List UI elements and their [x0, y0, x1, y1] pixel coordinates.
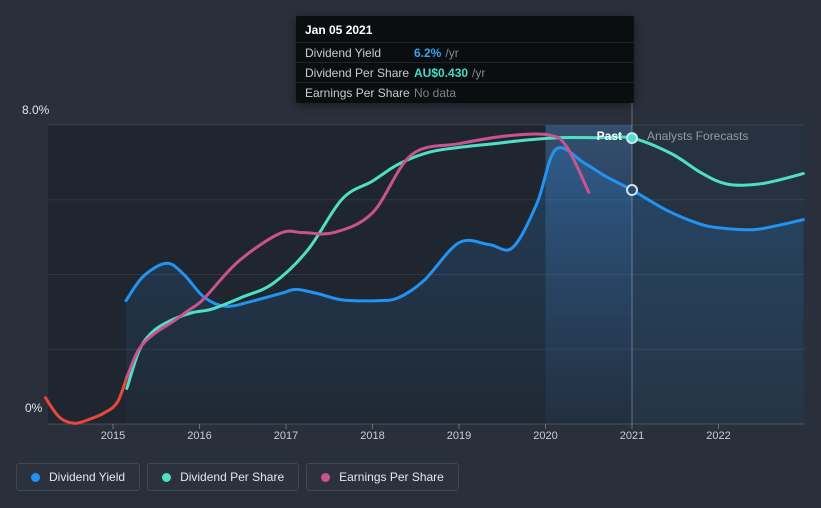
- legend-label: Dividend Per Share: [180, 470, 285, 484]
- dividend-per-share-marker: [626, 132, 638, 145]
- chart-tooltip: Jan 05 2021 Dividend Yield 6.2% /yr Divi…: [296, 16, 634, 103]
- x-axis-label-2020: 2020: [533, 430, 558, 442]
- dividend-per-share-line: [125, 135, 805, 390]
- tooltip-label: Dividend Yield: [305, 45, 382, 60]
- x-axis-label-2015: 2015: [100, 430, 126, 442]
- tooltip-row-dividend-per-share: Dividend Per Share AU$0.430 /yr: [296, 62, 634, 82]
- dividend-yield-marker: [626, 184, 638, 197]
- earnings-per-share-negative-line: [44, 375, 129, 425]
- legend: Dividend Yield Dividend Per Share Earnings…: [16, 463, 459, 491]
- tooltip-row-earnings-per-share: Earnings Per Share No data: [296, 82, 634, 102]
- legend-label: Earnings Per Share: [339, 470, 444, 484]
- x-axis-label-2019: 2019: [446, 430, 472, 442]
- y-axis-label-max: 8.0%: [22, 103, 50, 117]
- tooltip-value: No data: [414, 85, 457, 100]
- tooltip-value: 6.2%: [414, 45, 442, 60]
- legend-dot: [31, 472, 40, 482]
- tooltip-row-dividend-yield: Dividend Yield 6.2% /yr: [296, 42, 634, 62]
- tooltip-label: Earnings Per Share: [305, 85, 410, 100]
- tooltip-unit: /yr: [472, 65, 486, 80]
- tooltip-label: Dividend Per Share: [305, 65, 410, 80]
- past-label: Past: [596, 129, 622, 143]
- legend-label: Dividend Yield: [49, 470, 126, 484]
- legend-item-earnings-per-share[interactable]: Earnings Per Share: [306, 463, 459, 491]
- x-axis-label-2016: 2016: [187, 430, 212, 442]
- y-axis-label-min: 0%: [25, 401, 43, 415]
- x-axis-label-2022: 2022: [706, 430, 731, 442]
- dividend-yield-area: [126, 147, 804, 424]
- x-axis-label-2018: 2018: [360, 430, 385, 442]
- legend-item-dividend-yield[interactable]: Dividend Yield: [16, 463, 141, 491]
- analysts-forecasts-label: Analysts Forecasts: [647, 129, 749, 143]
- legend-dot: [321, 472, 331, 482]
- x-axis-label-2017: 2017: [273, 430, 299, 442]
- x-axis-label-2021: 2021: [619, 430, 645, 442]
- dividend-yield-line: [124, 146, 805, 308]
- tooltip-date: Jan 05 2021: [305, 23, 373, 37]
- legend-dot: [162, 472, 172, 482]
- tooltip-value: AU$0.430: [414, 65, 469, 80]
- earnings-per-share-line: [125, 132, 591, 379]
- tooltip-unit: /yr: [445, 45, 459, 60]
- legend-item-dividend-per-share[interactable]: Dividend Per Share: [147, 463, 300, 491]
